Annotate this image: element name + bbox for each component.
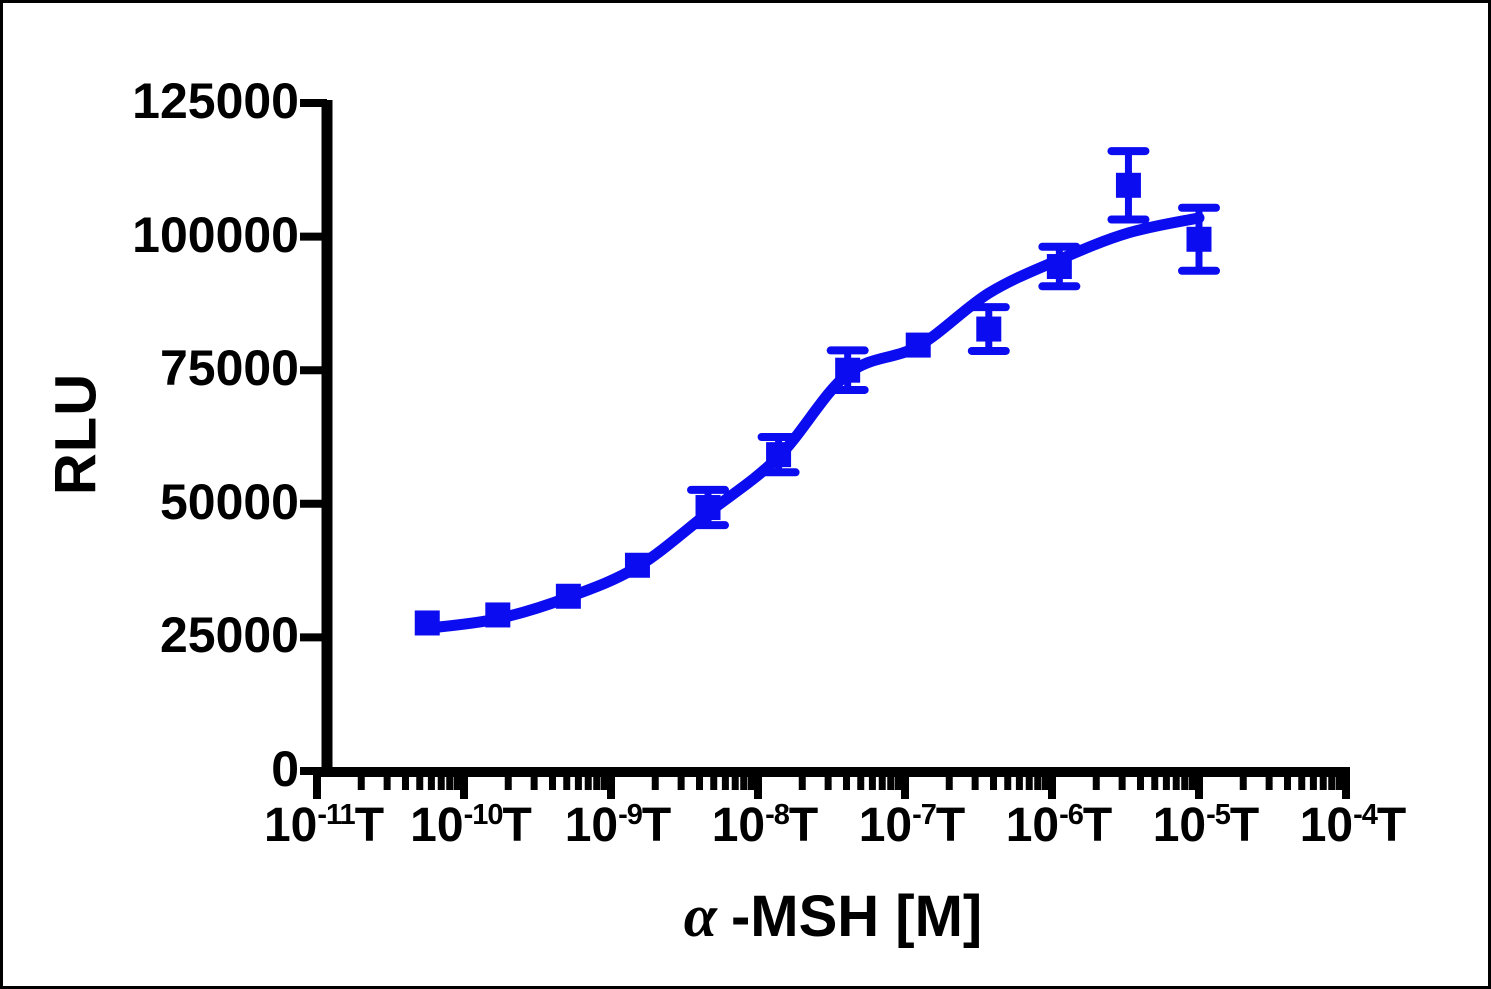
chart-canvas (300, 99, 1350, 799)
fit-curve (421, 212, 1205, 634)
data-point-1 (485, 602, 511, 628)
data-point-0 (414, 610, 440, 636)
data-point-6 (835, 357, 861, 383)
alpha-symbol: α (683, 883, 717, 949)
data-point-11 (1186, 226, 1212, 252)
data-point-8 (976, 316, 1002, 342)
data-point-5 (766, 442, 792, 468)
data-point-2 (555, 583, 581, 609)
data-point-7 (905, 332, 931, 358)
data-point-3 (624, 552, 650, 578)
data-point-10 (1115, 172, 1141, 198)
x-axis-title: α -MSH [M] (684, 882, 982, 951)
data-point-9 (1046, 254, 1072, 280)
y-axis-title-text: RLU (43, 372, 109, 496)
y-axis-title: RLU (43, 373, 110, 495)
x-axis-title-text: -MSH [M] (730, 884, 983, 949)
data-point-4 (695, 495, 721, 521)
